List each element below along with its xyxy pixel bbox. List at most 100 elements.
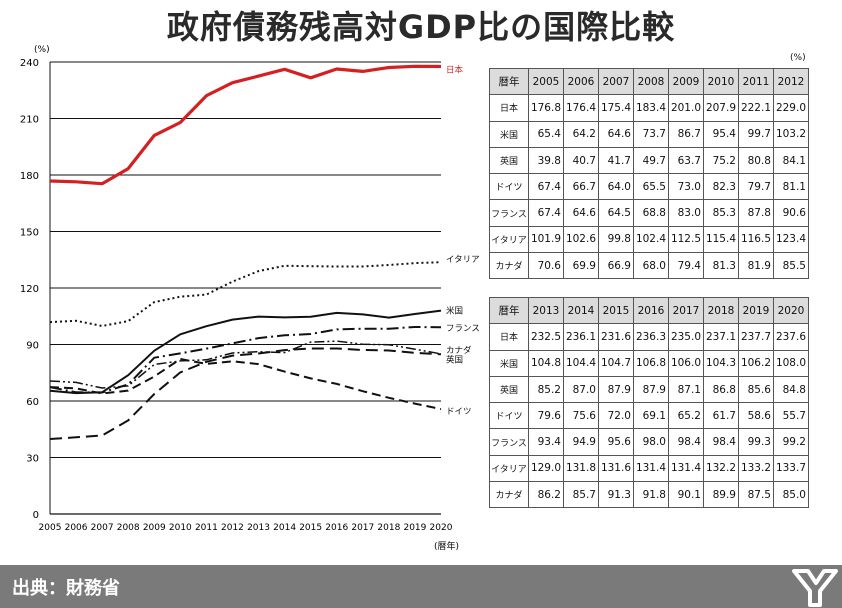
- table-value-cell: 72.0: [598, 402, 634, 430]
- series-label: ドイツ: [446, 407, 472, 417]
- table-value-cell: 99.8: [598, 225, 634, 254]
- table-value-cell: 40.7: [563, 146, 599, 175]
- table-year-header: 2016: [633, 296, 669, 325]
- table-value-cell: 112.5: [668, 225, 704, 254]
- table-value-cell: 99.3: [738, 428, 774, 456]
- table-value-cell: 66.7: [563, 173, 599, 201]
- x-tick-label: 2019: [403, 523, 426, 533]
- table-value-cell: 64.2: [563, 120, 599, 148]
- table-value-cell: 58.6: [738, 402, 774, 430]
- x-tick-label: 2008: [117, 523, 140, 533]
- table-value-cell: 80.8: [738, 146, 774, 175]
- y-tick-label: 120: [20, 284, 39, 295]
- table-value-cell: 79.4: [668, 252, 704, 280]
- page-title: 政府債務残高対GDP比の国際比較: [166, 8, 676, 46]
- table-value-cell: 95.6: [598, 428, 634, 456]
- table-value-cell: 207.9: [703, 94, 739, 122]
- table-value-cell: 81.9: [738, 252, 774, 280]
- table-value-cell: 64.6: [598, 120, 634, 148]
- table-value-cell: 67.4: [528, 173, 564, 201]
- table-value-cell: 98.4: [668, 428, 704, 456]
- table-value-cell: 176.8: [528, 94, 564, 122]
- series-label: イタリア: [446, 255, 480, 265]
- table-value-cell: 65.2: [668, 402, 704, 430]
- table-value-cell: 86.7: [668, 120, 704, 148]
- table-value-cell: 104.8: [528, 349, 564, 377]
- table-value-cell: 129.0: [528, 454, 564, 483]
- table-value-cell: 236.1: [563, 323, 599, 351]
- table-row: 英国 85.2 87.0 87.9 87.9 87.1 86.8 85.6 84.8: [489, 375, 809, 404]
- table-value-cell: 86.2: [528, 481, 564, 509]
- table-value-cell: 102.6: [563, 225, 599, 254]
- y-tick-label: 180: [20, 171, 39, 182]
- table-value-cell: 84.8: [773, 375, 809, 404]
- table-row: フランス 93.4 94.9 95.6 98.0 98.4 98.4 99.3 99.2: [489, 428, 809, 456]
- x-tick-label: 2017: [351, 523, 374, 533]
- table-value-cell: 68.8: [633, 199, 669, 227]
- x-tick-label: 2010: [169, 523, 192, 533]
- y-tick-label: 0: [33, 510, 39, 521]
- x-tick-label: 2006: [65, 523, 88, 533]
- table-year-header: 2007: [598, 67, 634, 96]
- table-year-header: 2018: [703, 296, 739, 325]
- table-value-cell: 81.1: [773, 173, 809, 201]
- table-value-cell: 79.7: [738, 173, 774, 201]
- table-value-cell: 85.2: [528, 375, 564, 404]
- table-value-cell: 39.8: [528, 146, 564, 175]
- table-value-cell: 64.0: [598, 173, 634, 201]
- x-unit-label: (暦年): [434, 540, 459, 552]
- table-country-cell: 米国: [489, 349, 529, 377]
- table-value-cell: 106.8: [633, 349, 669, 377]
- table-country-cell: カナダ: [489, 252, 529, 280]
- table-value-cell: 131.8: [563, 454, 599, 483]
- table-year-header: 2014: [563, 296, 599, 325]
- series-line-6: [49, 340, 442, 389]
- table-value-cell: 95.4: [703, 120, 739, 148]
- table-value-cell: 236.3: [633, 323, 669, 351]
- table-value-cell: 75.6: [563, 402, 599, 430]
- table-value-cell: 98.0: [633, 428, 669, 456]
- table-value-cell: 94.9: [563, 428, 599, 456]
- table-value-cell: 67.4: [528, 199, 564, 227]
- table-value-cell: 55.7: [773, 402, 809, 430]
- table-value-cell: 131.4: [633, 454, 669, 483]
- table-value-cell: 90.6: [773, 199, 809, 227]
- table-row: イタリア 101.9 102.6 99.8 102.4 112.5 115.4 116.5 12…: [489, 225, 809, 254]
- table-value-cell: 133.2: [738, 454, 774, 483]
- table-country-cell: ドイツ: [489, 402, 529, 430]
- table-value-cell: 90.1: [668, 481, 704, 509]
- table-value-cell: 183.4: [633, 94, 669, 122]
- table-year-header: 2017: [668, 296, 704, 325]
- table-value-cell: 85.3: [703, 199, 739, 227]
- table-value-cell: 229.0: [773, 94, 809, 122]
- table-value-cell: 235.0: [668, 323, 704, 351]
- series-label: 英国: [446, 354, 463, 365]
- table-value-cell: 108.0: [773, 349, 809, 377]
- table-value-cell: 87.1: [668, 375, 704, 404]
- table-value-cell: 201.0: [668, 94, 704, 122]
- table-value-cell: 176.4: [563, 94, 599, 122]
- table-value-cell: 237.6: [773, 323, 809, 351]
- table-value-cell: 84.1: [773, 146, 809, 175]
- table-row: 米国 104.8 104.4 104.7 106.8 106.0 104.3 106.2 108…: [489, 349, 809, 377]
- table-value-cell: 63.7: [668, 146, 704, 175]
- data-table-2005-2012: 暦年 2005 2006 2007 2008 2009 2010 2011 2012 日本 176.…: [489, 67, 809, 280]
- y-tick-label: 210: [20, 115, 39, 126]
- table-row: フランス 67.4 64.6 64.5 68.8 83.0 85.3 87.8 90.6: [489, 199, 809, 227]
- table-country-cell: イタリア: [489, 454, 529, 483]
- table-country-cell: フランス: [489, 199, 529, 227]
- table-row: カナダ 70.6 69.9 66.9 68.0 79.4 81.3 81.9 85.5: [489, 252, 809, 280]
- table-value-cell: 82.3: [703, 173, 739, 201]
- table-value-cell: 91.3: [598, 481, 634, 509]
- brand-logo-icon: [792, 569, 838, 607]
- series-label: 米国: [446, 306, 463, 317]
- table-value-cell: 73.7: [633, 120, 669, 148]
- x-tick-label: 2015: [299, 523, 322, 533]
- x-tick-label: 2011: [195, 523, 218, 533]
- table-row: ドイツ 79.6 75.6 72.0 69.1 65.2 61.7 58.6 55.7: [489, 402, 809, 430]
- table-value-cell: 61.7: [703, 402, 739, 430]
- table-value-cell: 64.5: [598, 199, 634, 227]
- table-year-header: 2010: [703, 67, 739, 96]
- table-value-cell: 115.4: [703, 225, 739, 254]
- table-value-cell: 98.4: [703, 428, 739, 456]
